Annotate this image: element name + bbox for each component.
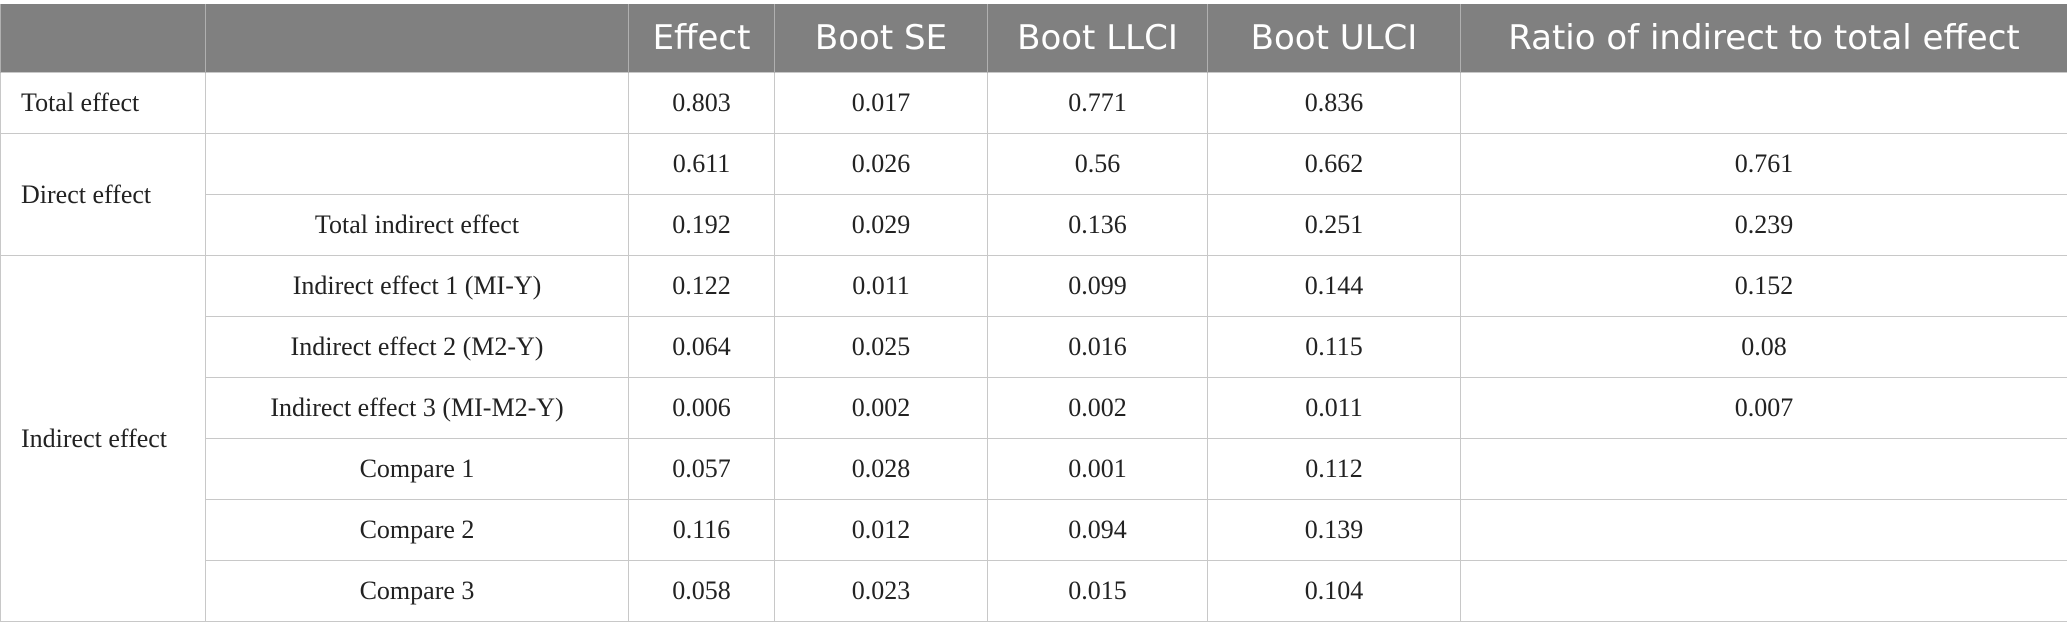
cell-boot-ulci: 0.112 xyxy=(1207,438,1461,500)
cell-boot-llci: 0.015 xyxy=(987,560,1208,622)
header-cell-boot-llci: Boot LLCI xyxy=(987,4,1208,73)
cell-boot-llci: 0.001 xyxy=(987,438,1208,500)
table-body: Total effect 0.803 0.017 0.771 0.836 Dir… xyxy=(0,72,2067,622)
cell-effect: 0.058 xyxy=(628,560,775,622)
cell-ratio: 0.007 xyxy=(1460,377,2067,439)
cell-boot-se: 0.002 xyxy=(774,377,988,439)
cell-boot-llci: 0.094 xyxy=(987,499,1208,561)
row-label: Compare 2 xyxy=(205,499,629,561)
cell-effect: 0.192 xyxy=(628,194,775,256)
row-label: Indirect effect 1 (MI-Y) xyxy=(205,255,629,317)
row-label: Compare 1 xyxy=(205,438,629,500)
table-row: Compare 2 0.116 0.012 0.094 0.139 xyxy=(1,499,2067,561)
cell-boot-se: 0.025 xyxy=(774,316,988,378)
cell-ratio xyxy=(1460,499,2067,561)
cell-boot-llci: 0.771 xyxy=(987,72,1208,134)
cell-boot-llci: 0.56 xyxy=(987,133,1208,195)
cell-ratio: 0.08 xyxy=(1460,316,2067,378)
cell-boot-llci: 0.016 xyxy=(987,316,1208,378)
table-row: Compare 1 0.057 0.028 0.001 0.112 xyxy=(1,438,2067,500)
cell-effect: 0.057 xyxy=(628,438,775,500)
cell-effect: 0.116 xyxy=(628,499,775,561)
table-header: Effect Boot SE Boot LLCI Boot ULCI Ratio… xyxy=(0,4,2067,73)
cell-ratio: 0.152 xyxy=(1460,255,2067,317)
effects-table-container: Effect Boot SE Boot LLCI Boot ULCI Ratio… xyxy=(0,4,2067,622)
table-row: Indirect effect Indirect effect 1 (MI-Y)… xyxy=(0,255,2067,622)
cell-boot-se: 0.028 xyxy=(774,438,988,500)
cell-ratio xyxy=(1460,560,2067,622)
row-label: Compare 3 xyxy=(205,560,629,622)
row-label: Indirect effect 2 (M2-Y) xyxy=(205,316,629,378)
cell-boot-ulci: 0.115 xyxy=(1207,316,1461,378)
cell-boot-ulci: 0.144 xyxy=(1207,255,1461,317)
row-label xyxy=(205,72,629,134)
effects-table: Effect Boot SE Boot LLCI Boot ULCI Ratio… xyxy=(0,4,2067,622)
cell-boot-ulci: 0.662 xyxy=(1207,133,1461,195)
cell-effect: 0.122 xyxy=(628,255,775,317)
cell-effect: 0.006 xyxy=(628,377,775,439)
cell-ratio: 0.761 xyxy=(1460,133,2067,195)
cell-effect: 0.064 xyxy=(628,316,775,378)
cell-boot-se: 0.029 xyxy=(774,194,988,256)
cell-effect: 0.803 xyxy=(628,72,775,134)
table-row: Indirect effect 2 (M2-Y) 0.064 0.025 0.0… xyxy=(1,316,2067,378)
cell-boot-se: 0.026 xyxy=(774,133,988,195)
cell-boot-ulci: 0.011 xyxy=(1207,377,1461,439)
header-cell-label xyxy=(205,4,629,73)
cell-effect: 0.611 xyxy=(628,133,775,195)
cell-boot-se: 0.017 xyxy=(774,72,988,134)
cell-boot-llci: 0.002 xyxy=(987,377,1208,439)
header-cell-boot-se: Boot SE xyxy=(774,4,988,73)
cell-boot-ulci: 0.139 xyxy=(1207,499,1461,561)
row-label: Indirect effect 3 (MI-M2-Y) xyxy=(205,377,629,439)
table-row: Total effect 0.803 0.017 0.771 0.836 xyxy=(0,72,2067,134)
cell-boot-se: 0.012 xyxy=(774,499,988,561)
row-label: Total indirect effect xyxy=(205,194,629,256)
header-cell-boot-ulci: Boot ULCI xyxy=(1207,4,1461,73)
cell-ratio xyxy=(1460,438,2067,500)
cell-ratio: 0.239 xyxy=(1460,194,2067,256)
cell-boot-ulci: 0.836 xyxy=(1207,72,1461,134)
cell-boot-llci: 0.136 xyxy=(987,194,1208,256)
group-label-direct: Direct effect xyxy=(0,133,206,256)
cell-boot-se: 0.023 xyxy=(774,560,988,622)
header-row: Effect Boot SE Boot LLCI Boot ULCI Ratio… xyxy=(0,4,2067,73)
table-row: Direct effect 0.611 0.026 0.56 0.662 0.7… xyxy=(0,133,2067,256)
cell-boot-ulci: 0.104 xyxy=(1207,560,1461,622)
table-row: Indirect effect 3 (MI-M2-Y) 0.006 0.002 … xyxy=(1,377,2067,439)
cell-boot-ulci: 0.251 xyxy=(1207,194,1461,256)
header-cell-group xyxy=(0,4,206,73)
row-label xyxy=(205,133,629,195)
cell-boot-se: 0.011 xyxy=(774,255,988,317)
table-row: Compare 3 0.058 0.023 0.015 0.104 xyxy=(1,560,2067,622)
cell-boot-llci: 0.099 xyxy=(987,255,1208,317)
header-cell-effect: Effect xyxy=(628,4,775,73)
cell-ratio xyxy=(1460,72,2067,134)
group-label-indirect: Indirect effect xyxy=(0,255,206,622)
group-label-total: Total effect xyxy=(0,72,206,134)
header-cell-ratio: Ratio of indirect to total effect xyxy=(1460,4,2067,73)
table-row: Total indirect effect 0.192 0.029 0.136 … xyxy=(1,194,2067,256)
